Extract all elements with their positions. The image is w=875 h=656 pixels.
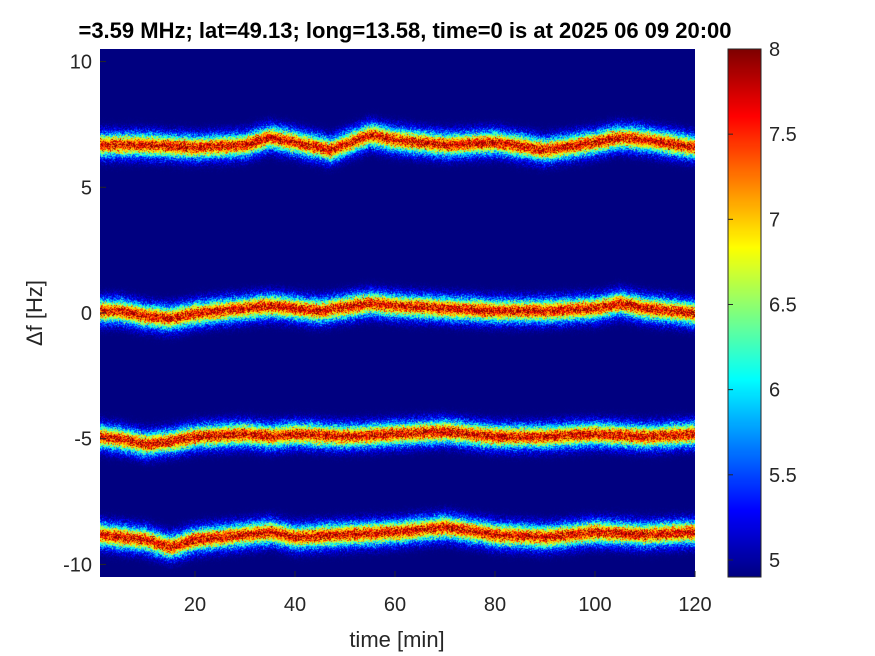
x-tick-label: 40 [284,594,306,616]
x-tick-label: 100 [578,594,611,616]
colorbar-canvas-wrapper [728,49,761,577]
heatmap-image [100,49,695,577]
colorbar-tick-label: 6.5 [769,294,797,316]
colorbar-tick-label: 8 [769,39,780,61]
colorbar-tick-label: 6 [769,380,780,402]
y-tick-label: 0 [81,303,92,325]
plot-area: 20 40 60 80 100 120 -10 -5 0 5 10 [63,49,712,616]
y-tick-label: 10 [70,52,92,74]
colorbar-tick-label: 5.5 [769,465,797,487]
colorbar-ticks: 5 5.5 6 6.5 7 7.5 8 [728,39,797,572]
colorbar: 5 5.5 6 6.5 7 7.5 8 [727,39,797,578]
heatmap-canvas-wrapper [100,49,695,577]
colorbar-gradient [728,49,761,577]
colorbar-tick-label: 5 [769,550,780,572]
x-axis: 20 40 60 80 100 120 [184,571,712,616]
chart-title: =3.59 MHz; lat=49.13; long=13.58, time=0… [78,18,731,43]
y-tick-label: 5 [81,177,92,199]
y-axis-label: Δf [Hz] [22,280,47,346]
x-tick-label: 80 [484,594,506,616]
colorbar-tick-label: 7 [769,209,780,231]
colorbar-frame [727,48,762,578]
x-tick-label: 20 [184,594,206,616]
y-tick-label: -10 [63,554,92,576]
y-axis: -10 -5 0 5 10 [63,52,106,576]
colorbar-tick-label: 7.5 [769,124,797,146]
x-axis-label: time [min] [349,627,444,652]
x-tick-label: 120 [678,594,711,616]
x-tick-label: 60 [384,594,406,616]
y-tick-label: -5 [74,429,92,451]
